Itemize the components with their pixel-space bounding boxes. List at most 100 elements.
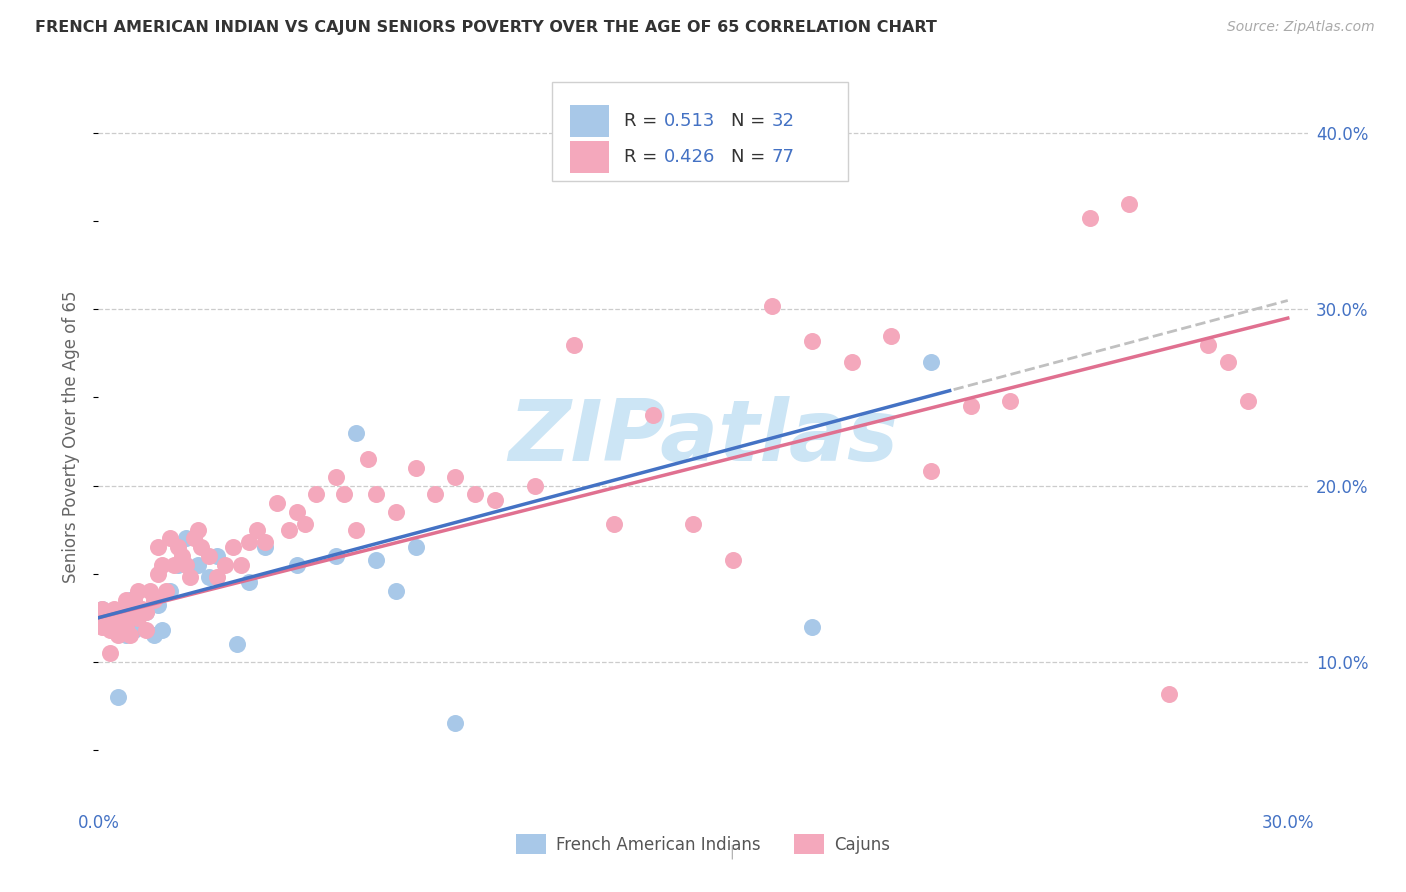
Point bbox=[801, 334, 824, 348]
Point bbox=[174, 558, 197, 572]
Text: 0.513: 0.513 bbox=[664, 112, 716, 129]
Point bbox=[96, 611, 118, 625]
Point bbox=[405, 461, 427, 475]
Point bbox=[127, 584, 149, 599]
Point bbox=[107, 611, 129, 625]
Point bbox=[214, 558, 236, 572]
Point bbox=[120, 628, 142, 642]
Point bbox=[1118, 196, 1140, 211]
Legend: French American Indians, Cajuns: French American Indians, Cajuns bbox=[509, 828, 897, 860]
Point bbox=[761, 299, 783, 313]
Point bbox=[115, 593, 138, 607]
Point bbox=[464, 487, 486, 501]
Point bbox=[253, 540, 276, 554]
Point bbox=[103, 623, 125, 637]
Point bbox=[155, 584, 177, 599]
Point bbox=[142, 593, 165, 607]
Point bbox=[285, 505, 308, 519]
Point bbox=[170, 549, 193, 563]
Text: R =: R = bbox=[624, 148, 664, 166]
Point bbox=[122, 623, 145, 637]
Point bbox=[384, 505, 406, 519]
Point bbox=[364, 487, 387, 501]
Point bbox=[120, 606, 142, 620]
Point bbox=[135, 623, 157, 637]
Text: N =: N = bbox=[731, 112, 770, 129]
Point bbox=[91, 619, 114, 633]
Point bbox=[198, 570, 221, 584]
Point bbox=[643, 408, 665, 422]
Point bbox=[150, 558, 173, 572]
Point bbox=[444, 469, 467, 483]
Point bbox=[603, 517, 626, 532]
Point bbox=[238, 575, 260, 590]
Text: Source: ZipAtlas.com: Source: ZipAtlas.com bbox=[1227, 20, 1375, 34]
Point bbox=[91, 602, 114, 616]
Point bbox=[325, 469, 347, 483]
Point bbox=[1000, 393, 1022, 408]
Point bbox=[880, 328, 903, 343]
Point bbox=[98, 606, 121, 620]
Y-axis label: Seniors Poverty Over the Age of 65: Seniors Poverty Over the Age of 65 bbox=[62, 291, 80, 583]
Point bbox=[1218, 355, 1240, 369]
Point bbox=[122, 593, 145, 607]
Point bbox=[1078, 211, 1101, 225]
Point bbox=[801, 619, 824, 633]
Text: 77: 77 bbox=[772, 148, 794, 166]
Point bbox=[186, 523, 208, 537]
Point bbox=[127, 611, 149, 625]
Point bbox=[721, 552, 744, 566]
Point bbox=[120, 593, 142, 607]
Point bbox=[425, 487, 447, 501]
Text: |: | bbox=[728, 845, 734, 859]
Point bbox=[444, 716, 467, 731]
Point bbox=[115, 628, 138, 642]
Point bbox=[179, 570, 201, 584]
Point bbox=[523, 478, 546, 492]
Point bbox=[115, 619, 138, 633]
Point bbox=[207, 549, 229, 563]
Point bbox=[226, 637, 249, 651]
Text: 32: 32 bbox=[772, 112, 794, 129]
Point bbox=[127, 619, 149, 633]
Point bbox=[146, 540, 169, 554]
Point bbox=[107, 690, 129, 704]
FancyBboxPatch shape bbox=[569, 141, 609, 173]
Point bbox=[111, 619, 134, 633]
Point bbox=[96, 611, 118, 625]
Point bbox=[98, 646, 121, 660]
Point bbox=[142, 628, 165, 642]
Point bbox=[198, 549, 221, 563]
Point bbox=[841, 355, 863, 369]
Point bbox=[562, 337, 585, 351]
Point bbox=[163, 558, 186, 572]
Point bbox=[139, 584, 162, 599]
Point bbox=[190, 540, 212, 554]
Point bbox=[146, 599, 169, 613]
Point bbox=[246, 523, 269, 537]
Point bbox=[186, 558, 208, 572]
Point bbox=[333, 487, 356, 501]
Point bbox=[920, 355, 942, 369]
Text: ZIPatlas: ZIPatlas bbox=[508, 395, 898, 479]
Point bbox=[959, 399, 981, 413]
Point bbox=[174, 532, 197, 546]
Point bbox=[159, 584, 181, 599]
Point bbox=[135, 606, 157, 620]
Point bbox=[98, 623, 121, 637]
Text: FRENCH AMERICAN INDIAN VS CAJUN SENIORS POVERTY OVER THE AGE OF 65 CORRELATION C: FRENCH AMERICAN INDIAN VS CAJUN SENIORS … bbox=[35, 20, 936, 35]
Point bbox=[146, 566, 169, 581]
Point bbox=[231, 558, 253, 572]
Point bbox=[344, 425, 367, 440]
Point bbox=[920, 465, 942, 479]
Text: R =: R = bbox=[624, 112, 664, 129]
Point bbox=[285, 558, 308, 572]
Text: N =: N = bbox=[731, 148, 770, 166]
Point bbox=[150, 623, 173, 637]
Point bbox=[222, 540, 245, 554]
Point bbox=[166, 540, 188, 554]
Point bbox=[91, 602, 114, 616]
FancyBboxPatch shape bbox=[551, 82, 848, 181]
Point bbox=[1237, 393, 1260, 408]
Point bbox=[131, 602, 153, 616]
